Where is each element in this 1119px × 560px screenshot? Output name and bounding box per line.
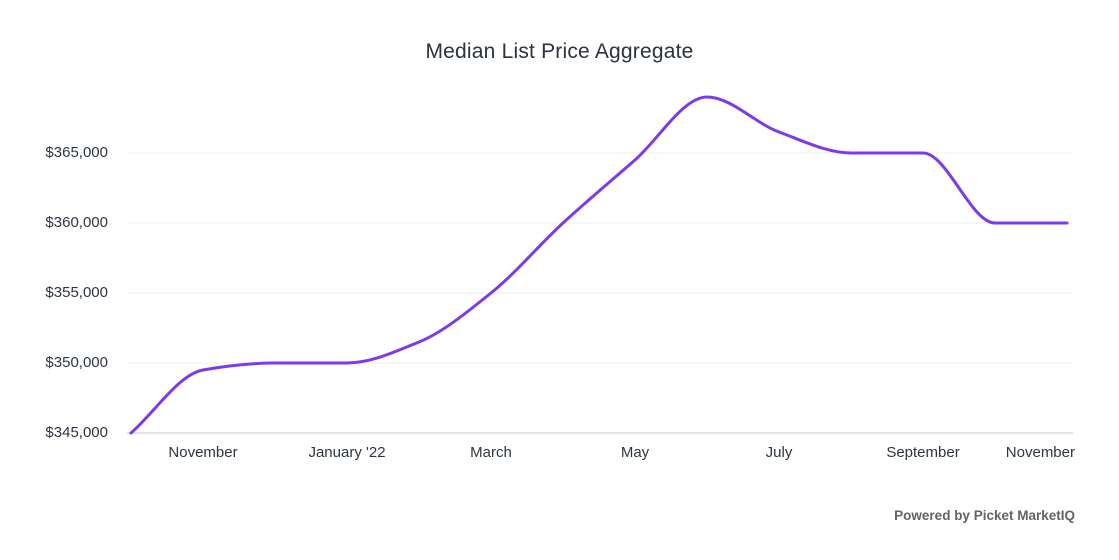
x-axis-tick-label: July — [765, 444, 793, 461]
y-axis-tick-label: $345,000 — [45, 424, 108, 441]
y-axis-tick-label: $360,000 — [45, 214, 108, 231]
x-axis-tick-label: January '22 — [308, 444, 386, 461]
y-axis-tick-label: $365,000 — [45, 144, 108, 161]
y-axis-tick-label: $355,000 — [45, 284, 108, 301]
page-title: Median List Price Aggregate — [425, 40, 694, 63]
powered-by-attribution: Powered by Picket MarketIQ — [894, 508, 1075, 523]
x-axis-tick-label: May — [620, 444, 650, 461]
x-axis-tick-label: September — [886, 444, 960, 461]
price-line-series[interactable] — [129, 95, 1069, 435]
x-axis-tick-label: March — [470, 444, 512, 461]
y-axis-tick-label: $350,000 — [45, 354, 108, 371]
x-axis-tick-label: November — [168, 444, 238, 461]
x-axis-tick-label: November — [1005, 444, 1075, 461]
